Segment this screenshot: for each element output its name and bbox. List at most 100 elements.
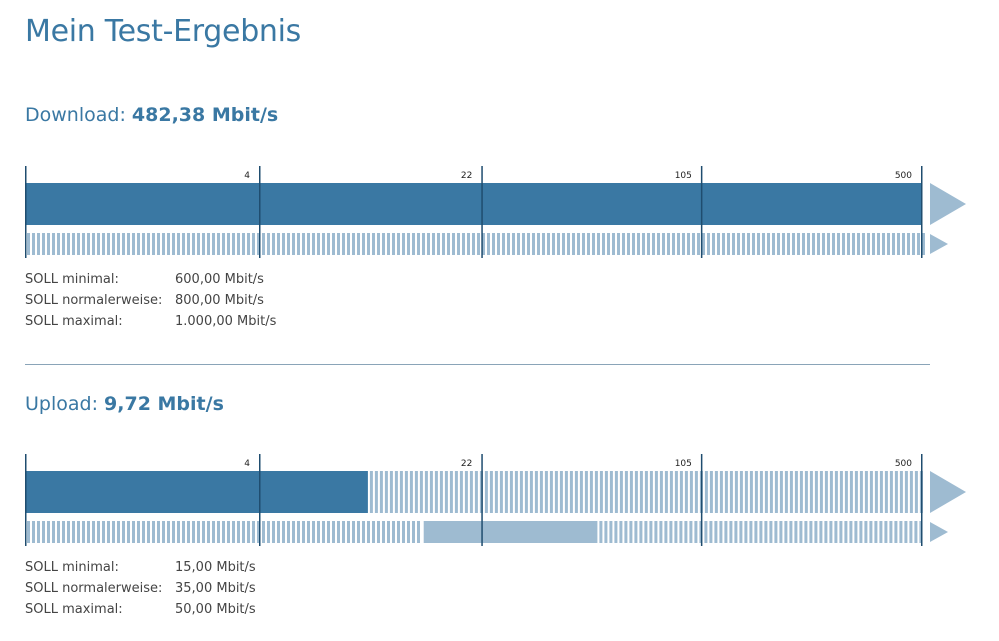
hatch-stripe: [814, 471, 818, 513]
hatch-stripe: [202, 521, 205, 543]
hatch-stripe: [889, 521, 893, 543]
hatch-stripe: [862, 233, 865, 255]
hatch-stripe: [162, 233, 165, 255]
hatch-stripe: [152, 521, 155, 543]
hatch-stripe: [894, 471, 898, 513]
hatch-stripe: [272, 521, 275, 543]
hatch-stripe: [494, 471, 498, 513]
hatch-stripe: [407, 233, 410, 255]
hatch-stripe: [774, 521, 778, 543]
hatch-stripe: [67, 233, 70, 255]
hatch-stripe: [549, 471, 553, 513]
main-arrow-icon: [930, 471, 966, 513]
hatch-stripe: [347, 521, 350, 543]
hatch-stripe: [754, 471, 758, 513]
hatch-stripe: [217, 521, 220, 543]
hatch-stripe: [322, 233, 325, 255]
hatch-stripe: [257, 521, 260, 543]
hatch-stripe: [834, 521, 838, 543]
hatch-stripe: [282, 233, 285, 255]
hatch-stripe: [212, 233, 215, 255]
soll-normal-value: 35,00 Mbit/s: [175, 581, 256, 596]
soll-max-value: 50,00 Mbit/s: [175, 602, 256, 617]
hatch-stripe: [664, 471, 668, 513]
hatch-stripe: [919, 521, 923, 543]
hatch-stripe: [297, 233, 300, 255]
hatch-stripe: [267, 521, 270, 543]
hatch-stripe: [594, 471, 598, 513]
hatch-stripe: [814, 521, 818, 543]
hatch-stripe: [427, 233, 430, 255]
hatch-stripe: [802, 233, 805, 255]
tick-line: [481, 166, 483, 258]
hatch-stripe: [407, 521, 410, 543]
soll-range-bar: [423, 521, 598, 543]
hatch-stripe: [654, 471, 658, 513]
hatch-stripe: [127, 233, 130, 255]
hatch-stripe: [262, 521, 265, 543]
hatch-stripe: [437, 233, 440, 255]
hatch-stripe: [692, 233, 695, 255]
hatch-stripe: [542, 233, 545, 255]
hatch-stripe: [522, 233, 525, 255]
hatch-stripe: [604, 471, 608, 513]
hatch-stripe: [812, 233, 815, 255]
hatch-stripe: [669, 521, 673, 543]
hatch-stripe: [794, 521, 798, 543]
hatch-stripe: [72, 233, 75, 255]
hatch-stripe: [347, 233, 350, 255]
hatch-stripe: [547, 233, 550, 255]
hatch-stripe: [797, 233, 800, 255]
hatch-stripe: [769, 521, 773, 543]
hatch-stripe: [472, 233, 475, 255]
download-value: 482,38 Mbit/s: [131, 104, 279, 126]
hatch-stripe: [817, 233, 820, 255]
hatch-stripe: [842, 233, 845, 255]
hatch-stripe: [187, 233, 190, 255]
hatch-stripe: [874, 471, 878, 513]
hatch-stripe: [859, 471, 863, 513]
hatch-stripe: [432, 233, 435, 255]
hatch-stripe: [622, 233, 625, 255]
hatch-stripe: [789, 521, 793, 543]
hatch-stripe: [182, 521, 185, 543]
hatch-stripe: [704, 471, 708, 513]
upload-soll-max: SOLL maximal: 50,00 Mbit/s: [25, 599, 256, 620]
hatch-stripe: [664, 521, 668, 543]
hatch-stripe: [524, 471, 528, 513]
hatch-stripe: [634, 521, 638, 543]
hatch-stripe: [62, 233, 65, 255]
hatch-stripe: [192, 233, 195, 255]
hatch-stripe: [827, 233, 830, 255]
hatch-stripe: [857, 233, 860, 255]
hatch-stripe: [872, 233, 875, 255]
hatch-stripe: [644, 521, 648, 543]
hatch-stripe: [162, 521, 165, 543]
download-speed-chart: 4 22 105 500: [25, 166, 966, 258]
hatch-stripe: [177, 233, 180, 255]
hatch-stripe: [282, 521, 285, 543]
hatch-stripe: [477, 233, 480, 255]
hatch-stripe: [482, 233, 485, 255]
upload-soll-normal: SOLL normalerweise: 35,00 Mbit/s: [25, 578, 256, 599]
hatch-stripe: [684, 471, 688, 513]
hatch-stripe: [647, 233, 650, 255]
hatch-stripe: [439, 471, 443, 513]
hatch-stripe: [187, 521, 190, 543]
hatch-stripe: [182, 233, 185, 255]
hatch-stripe: [874, 521, 878, 543]
hatch-stripe: [337, 521, 340, 543]
hatch-stripe: [719, 521, 723, 543]
hatch-stripe: [744, 471, 748, 513]
hatch-stripe: [659, 521, 663, 543]
hatch-stripe: [384, 471, 388, 513]
hatch-stripe: [582, 233, 585, 255]
hatch-stripe: [92, 521, 95, 543]
hatch-stripe: [794, 471, 798, 513]
hatch-stripe: [844, 471, 848, 513]
hatch-stripe: [137, 521, 140, 543]
soll-max-label: SOLL maximal:: [25, 602, 123, 617]
hatch-stripe: [597, 233, 600, 255]
hatch-stripe: [484, 471, 488, 513]
hatch-stripe: [769, 471, 773, 513]
